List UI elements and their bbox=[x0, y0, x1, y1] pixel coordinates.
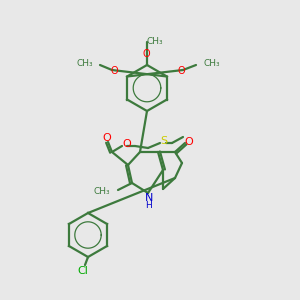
Text: O: O bbox=[110, 66, 118, 76]
Text: CH₃: CH₃ bbox=[147, 37, 163, 46]
Text: Cl: Cl bbox=[78, 266, 88, 276]
Text: CH₃: CH₃ bbox=[93, 188, 110, 196]
Text: CH₃: CH₃ bbox=[76, 59, 93, 68]
Text: N: N bbox=[145, 193, 153, 203]
Text: CH₃: CH₃ bbox=[203, 59, 220, 68]
Text: O: O bbox=[177, 66, 185, 76]
Text: O: O bbox=[184, 137, 194, 147]
Text: H: H bbox=[146, 200, 152, 209]
Text: S: S bbox=[160, 136, 168, 146]
Text: O: O bbox=[142, 49, 150, 59]
Text: O: O bbox=[123, 139, 131, 149]
Text: O: O bbox=[103, 133, 111, 143]
